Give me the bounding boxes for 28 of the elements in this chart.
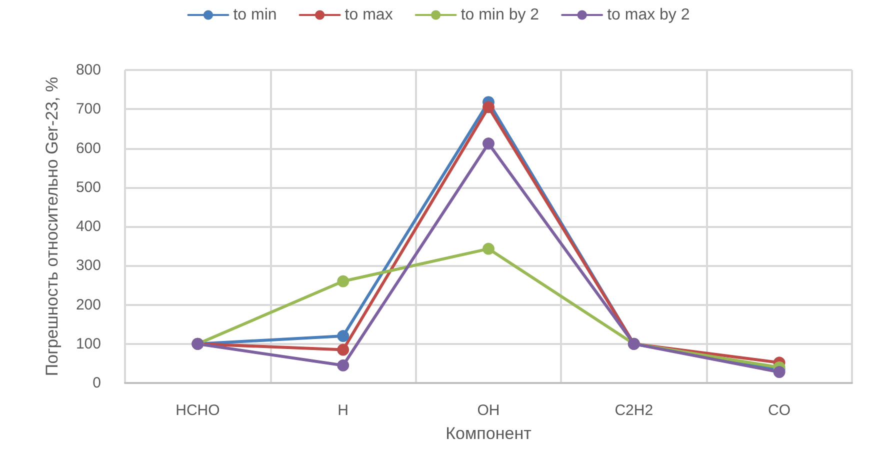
point	[482, 242, 494, 255]
x-tick-label: C2H2	[614, 402, 654, 419]
x-tick-label: H	[338, 402, 349, 419]
point	[337, 330, 350, 342]
legend-label: to max	[344, 6, 393, 24]
x-tick-label: CO	[768, 402, 791, 419]
y-tick-label: 600	[76, 140, 101, 157]
point	[337, 359, 350, 372]
y-tick-label: 800	[76, 62, 101, 78]
x-tick-label: OH	[477, 402, 500, 419]
point	[482, 138, 494, 150]
x-axis-title: Компонент	[446, 424, 532, 443]
x-tick-label: HCHO	[176, 402, 220, 419]
y-axis-title: Погрешность относительно Ger-23, %	[42, 76, 62, 376]
point	[337, 275, 350, 288]
y-tick-label: 0	[92, 374, 101, 392]
legend-label: to min by 2	[460, 6, 540, 24]
legend-label: to max by 2	[607, 6, 690, 24]
y-tick-label: 400	[76, 218, 101, 235]
y-tick-label: 300	[76, 257, 101, 274]
y-tick-label: 100	[76, 335, 101, 352]
legend-label: to min	[233, 6, 277, 24]
y-tick-label: 200	[76, 296, 101, 314]
y-tick-label: 500	[76, 178, 101, 196]
point	[482, 101, 494, 114]
y-tick-label: 700	[76, 100, 101, 118]
point	[337, 344, 350, 356]
point	[773, 366, 786, 378]
